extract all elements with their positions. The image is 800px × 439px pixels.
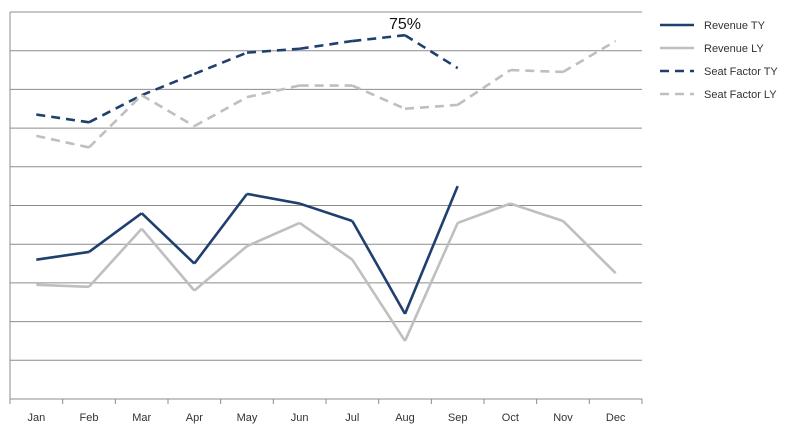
legend-item-seat-factor-ty: Seat Factor TY <box>660 66 778 78</box>
legend-label: Seat Factor LY <box>704 89 777 101</box>
legend-item-revenue-ty: Revenue TY <box>660 20 766 32</box>
legend-item-seat-factor-ly: Seat Factor LY <box>660 89 777 101</box>
legend-item-revenue-ly: Revenue LY <box>660 43 764 55</box>
line-segment-revenue-ly-mar <box>140 227 196 292</box>
legend-label: Revenue TY <box>704 20 766 32</box>
line-segment-revenue-ly-jun <box>298 221 354 261</box>
x-tick-label-apr: Apr <box>186 412 203 424</box>
line-segment-revenue-ly-jan <box>36 283 90 289</box>
x-tick-label-mar: Mar <box>132 412 151 424</box>
line-segment-seat-factor-ly-jan <box>36 134 90 149</box>
x-tick-label-feb: Feb <box>80 412 99 424</box>
series-seat-factor-ty <box>36 33 459 124</box>
line-segment-seat-factor-ly-aug <box>404 103 458 111</box>
x-tick-labels: Jan Feb Mar Apr May Jun Jul Aug Sep Oct Nov Dec <box>27 412 625 424</box>
line-segment-revenue-ly-oct <box>509 202 564 223</box>
gridlines <box>10 11 642 361</box>
x-tick-label-jan: Jan <box>27 412 45 424</box>
axes <box>9 12 643 404</box>
line-segment-seat-factor-ly-nov <box>562 39 617 74</box>
line-segment-seat-factor-ly-apr <box>193 96 248 128</box>
line-segment-revenue-ty-jan <box>36 250 90 261</box>
line-segment-seat-factor-ly-jul <box>351 84 406 110</box>
line-segment-revenue-ty-may <box>246 192 300 205</box>
line-segment-revenue-ly-may <box>246 221 301 248</box>
line-segment-seat-factor-ty-jun <box>299 39 353 51</box>
legend: Revenue TY Revenue LY Seat Factor TY Seat F… <box>660 20 778 101</box>
x-tick-label-jul: Jul <box>345 412 359 424</box>
annotations: 75% <box>389 16 421 33</box>
line-segment-revenue-ty-jun <box>299 202 353 223</box>
line-segment-revenue-ty-aug <box>403 185 459 315</box>
line-segment-revenue-ty-feb <box>88 212 143 253</box>
line-segment-seat-factor-ly-may <box>246 84 300 99</box>
x-tick-label-dec: Dec <box>606 412 626 424</box>
x-tick-label-oct: Oct <box>502 412 519 424</box>
line-segment-revenue-ty-apr <box>193 193 249 265</box>
line-segment-seat-factor-ty-apr <box>193 51 248 76</box>
line-segment-seat-factor-ly-sep <box>456 68 512 106</box>
line-segment-seat-factor-ly-mar <box>141 94 195 128</box>
legend-label: Revenue LY <box>704 43 764 55</box>
annotation-label: 75% <box>389 16 421 33</box>
line-segment-seat-factor-ly-feb <box>88 94 143 149</box>
x-tick-label-sep: Sep <box>448 412 468 424</box>
line-segment-revenue-ty-mar <box>140 212 196 265</box>
line-segment-seat-factor-ty-aug <box>404 34 459 70</box>
line-segment-revenue-ty-jul <box>351 220 407 315</box>
line-segment-revenue-ly-jul <box>351 258 407 342</box>
legend-label: Seat Factor TY <box>704 66 778 78</box>
x-tick-label-jun: Jun <box>291 412 309 424</box>
series-revenue-ly <box>36 202 617 342</box>
line-segment-seat-factor-ty-may <box>246 47 300 54</box>
x-tick-label-nov: Nov <box>553 412 573 424</box>
x-tick-label-aug: Aug <box>395 412 415 424</box>
line-segment-seat-factor-ly-oct <box>510 68 564 74</box>
line-segment-revenue-ly-apr <box>193 245 248 292</box>
series-seat-factor-ly <box>36 39 617 149</box>
line-segment-revenue-ly-sep <box>457 202 511 225</box>
line-segment-seat-factor-ty-jul <box>352 33 406 43</box>
line-segment-seat-factor-ty-feb <box>88 94 143 124</box>
series-lines <box>36 33 617 342</box>
x-tick-label-may: May <box>237 412 258 424</box>
line-segment-revenue-ly-aug <box>403 222 459 342</box>
line-segment-seat-factor-ty-mar <box>141 72 195 97</box>
line-segment-revenue-ly-feb <box>88 227 143 288</box>
line-segment-seat-factor-ty-jan <box>36 113 90 124</box>
line-segment-revenue-ly-nov <box>562 220 617 275</box>
series-revenue-ty <box>36 185 459 315</box>
